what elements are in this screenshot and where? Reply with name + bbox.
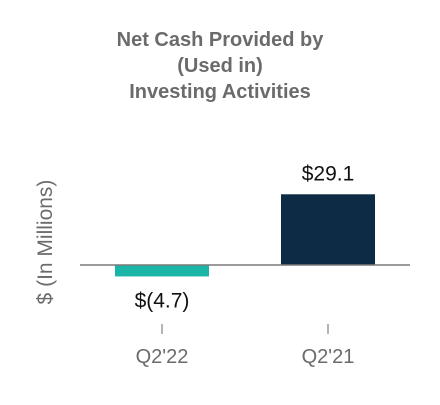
chart-title-line-2: (Used in) [177,55,263,77]
chart-title-line-1: Net Cash Provided by [117,29,325,51]
data-label-1: $(4.7) [135,289,190,312]
plot-area: $(4.7) Q2'22 $29.1 Q2'21 [80,162,410,368]
bar-2 [281,194,375,265]
chart-title: Net Cash Provided by (Used in) Investing… [117,29,325,103]
data-label-2: $29.1 [302,162,355,185]
y-axis-label: $ (In Millions) [34,180,57,305]
chart-title-line-3: Investing Activities [129,81,311,103]
x-tick-label-2: Q2'21 [302,346,355,368]
bar-1 [115,265,209,277]
x-tick-label-1: Q2'22 [136,346,189,368]
